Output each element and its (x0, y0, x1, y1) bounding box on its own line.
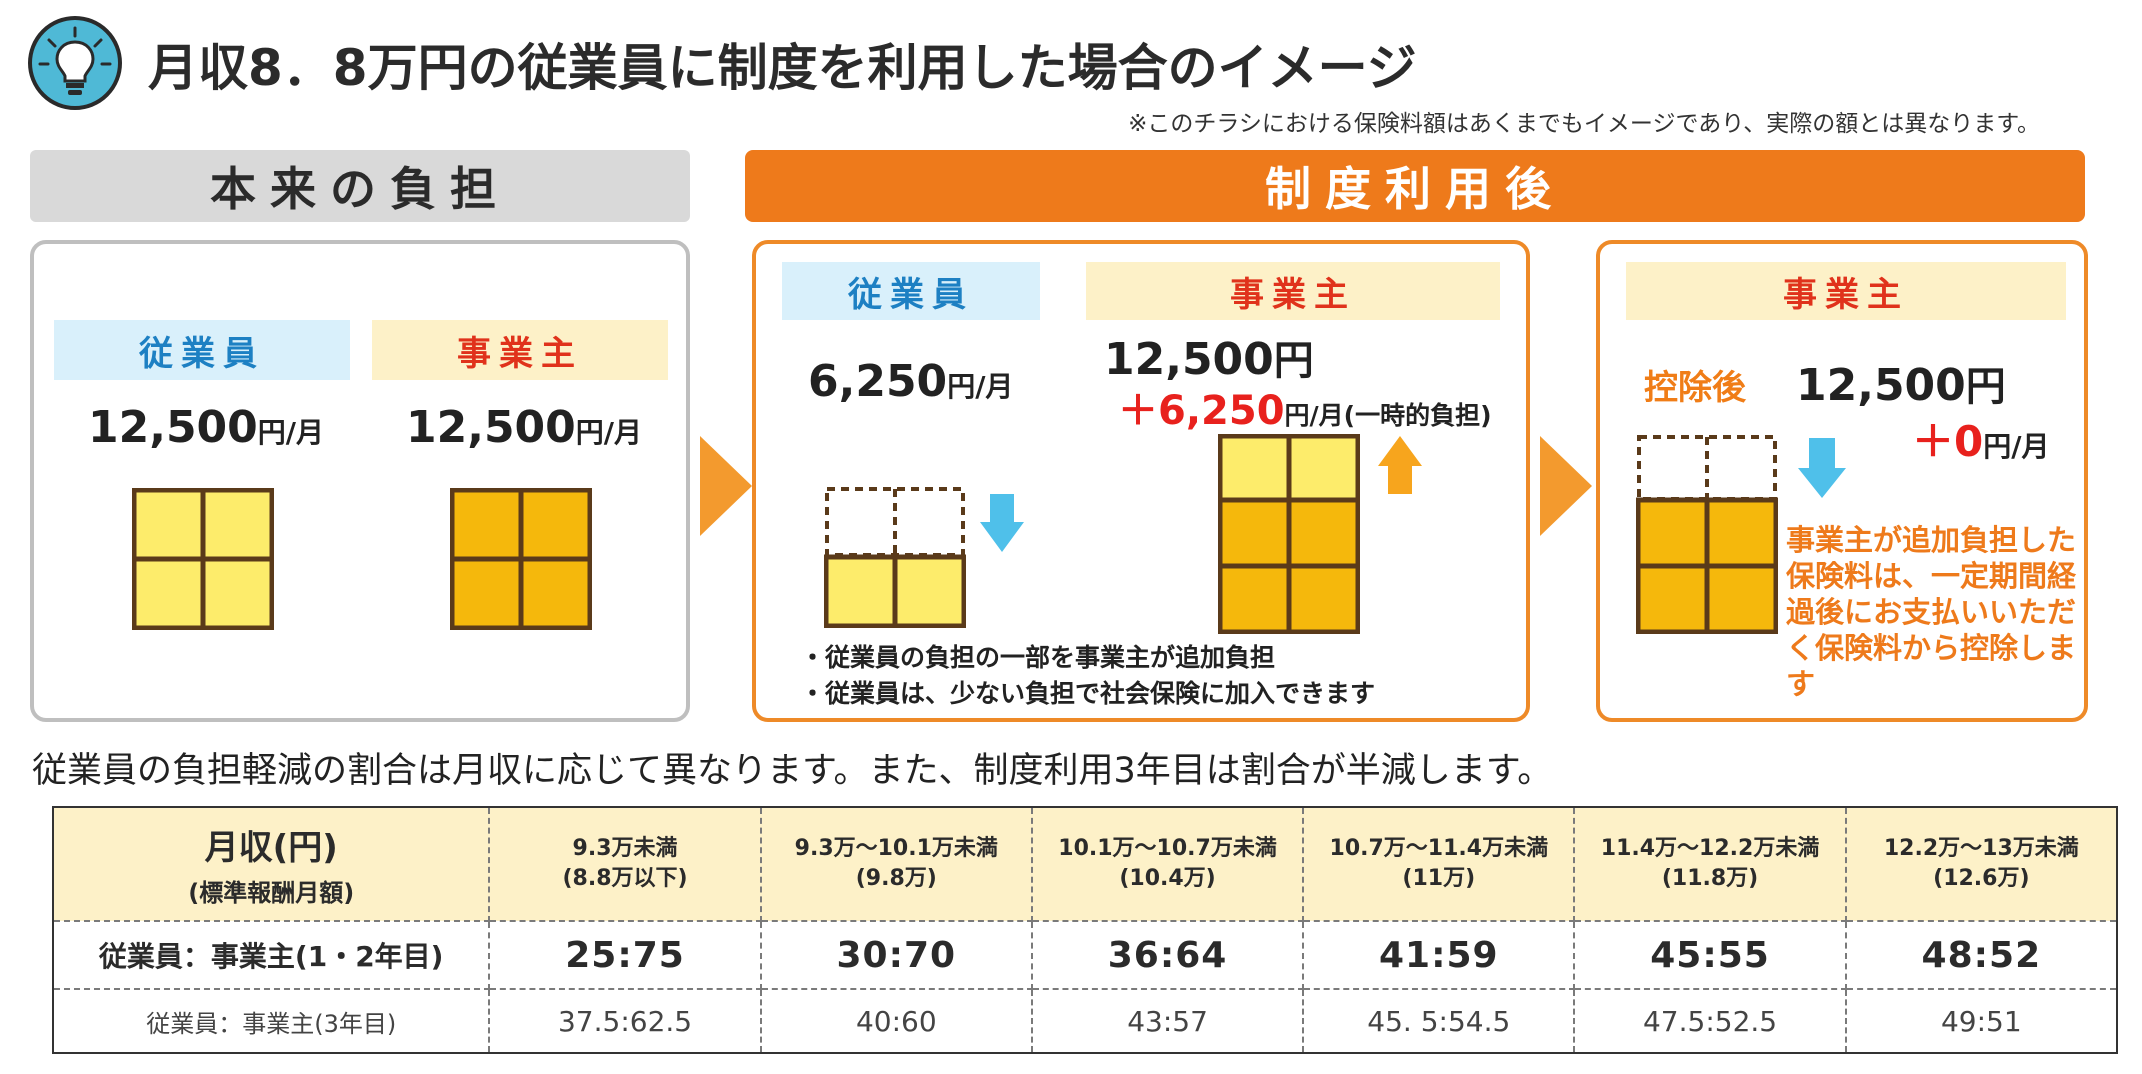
amount-unit: 円/月 (575, 416, 643, 449)
ratio-cell: 47.5:52.5 (1573, 988, 1847, 1054)
after-employee-label: 従業員 (782, 262, 1040, 320)
amount-unit: 円 (1273, 338, 1314, 384)
before-employee-burden-icon (132, 488, 274, 630)
amount-value: 12,500 (1104, 334, 1274, 385)
ratio-cell: 45. 5:54.5 (1302, 988, 1576, 1054)
ratio-cell: 37.5:62.5 (488, 988, 762, 1054)
before-employer-label: 事業主 (372, 320, 668, 380)
bullet-item: ・従業員は、少ない負担で社会保険に加入できます (800, 679, 1376, 708)
table-header-row: 月収(円) (標準報酬月額) 9.3万未満 (8.8万以下) 9.3万～10.1万… (51, 806, 2119, 922)
table-header-cell: 10.7万～11.4万未満 (11万) (1302, 806, 1576, 922)
header-sub-label: (標準報酬月額) (188, 879, 355, 907)
ratio-cell: 40:60 (759, 988, 1033, 1054)
standard-label: (10.4万) (1119, 866, 1216, 891)
row-label-year3: 従業員：事業主(3年目) (51, 988, 491, 1054)
standard-label: (11.8万) (1661, 866, 1759, 891)
table-header-cell: 9.3万未満 (8.8万以下) (488, 806, 762, 922)
arrow-right-icon (1540, 436, 1592, 536)
amount-unit: 円/月 (257, 416, 325, 449)
arrow-up-icon (1378, 436, 1422, 494)
amount-value: 12,500 (406, 402, 576, 453)
amount-unit: 円 (1965, 364, 2006, 410)
header-main-label: 月収(円) (204, 828, 338, 868)
amount-value: 12,500 (88, 402, 258, 453)
arrow-down-icon (980, 494, 1024, 552)
summary-text: 従業員の負担軽減の割合は月収に応じて異なります。また、制度利用3年目は割合が半減… (32, 751, 1553, 791)
table-header-cell: 12.2万～13万未満 (12.6万) (1844, 806, 2119, 922)
deduction-label: 控除後 (1644, 368, 1746, 408)
ratio-cell: 48:52 (1844, 920, 2119, 990)
additional-value: ＋0 (1912, 417, 1984, 466)
before-panel (30, 240, 690, 722)
table-header-cell: 9.3万～10.1万未満 (9.8万) (759, 806, 1033, 922)
before-employer-amount: 12,500円/月 (406, 402, 642, 453)
later-employer-additional: ＋0円/月 (1912, 408, 2049, 469)
page-title: 月収8．8万円の従業員に制度を利用した場合のイメージ (148, 39, 1417, 97)
range-label: 10.1万～10.7万未満 (1058, 836, 1277, 861)
after-bullet-list: ・従業員の負担の一部を事業主が追加負担 ・従業員は、少ない負担で社会保険に加入で… (800, 640, 1375, 712)
range-label: 10.7万～11.4万未満 (1329, 836, 1549, 861)
after-section-header: 制度利用後 (745, 150, 2085, 222)
range-label: 12.2万～13万未満 (1883, 836, 2079, 861)
arrow-right-icon (700, 436, 752, 536)
after-employer-burden-icon (1218, 434, 1360, 634)
before-employee-label: 従業員 (54, 320, 350, 380)
additional-unit: 円/月(一時的負担) (1284, 401, 1492, 430)
table-header-cell: 11.4万～12.2万未満 (11.8万) (1573, 806, 1847, 922)
range-label: 11.4万～12.2万未満 (1600, 836, 1820, 861)
before-section-header: 本来の負担 (30, 150, 690, 222)
later-employer-amount: 12,500円 (1796, 354, 2006, 412)
before-employee-amount: 12,500円/月 (88, 402, 324, 453)
table-header-income: 月収(円) (標準報酬月額) (51, 806, 491, 922)
lightbulb-icon (28, 16, 122, 110)
additional-value: ＋6,250 (1118, 388, 1285, 434)
table-row: 従業員：事業主(3年目) 37.5:62.5 40:60 43:57 45. 5… (51, 988, 2119, 1054)
later-employer-burden-icon (1636, 435, 1778, 634)
after-employer-amount: 12,500円 (1104, 328, 1314, 386)
after-employee-amount: 6,250円/月 (808, 356, 1013, 407)
standard-label: (11万) (1402, 866, 1476, 891)
deduction-note: 事業主が追加負担した保険料は、一定期間経過後にお支払いいただく保険料から控除しま… (1786, 523, 2077, 701)
after-employee-burden-icon (824, 487, 966, 628)
amount-unit: 円/月 (1983, 430, 2050, 463)
ratio-cell: 41:59 (1302, 920, 1576, 990)
standard-label: (12.6万) (1933, 866, 2030, 891)
row-label-year1-2: 従業員：事業主(1・2年目) (51, 920, 491, 990)
later-employer-label: 事業主 (1626, 262, 2066, 320)
standard-label: (8.8万以下) (562, 866, 688, 891)
range-label: 9.3万～10.1万未満 (794, 836, 998, 861)
ratio-cell: 36:64 (1030, 920, 1305, 990)
arrow-down-icon (1798, 438, 1846, 498)
after-employer-label: 事業主 (1086, 262, 1500, 320)
amount-unit: 円/月 (947, 370, 1014, 403)
table-header-cell: 10.1万～10.7万未満 (10.4万) (1030, 806, 1305, 922)
bullet-item: ・従業員の負担の一部を事業主が追加負担 (800, 643, 1276, 672)
disclaimer-note: ※このチラシにおける保険料額はあくまでもイメージであり、実際の額とは異なります。 (1128, 111, 2040, 137)
before-employer-burden-icon (450, 488, 592, 630)
after-employer-additional: ＋6,250円/月(一時的負担) (1118, 378, 1492, 436)
ratio-cell: 43:57 (1030, 988, 1305, 1054)
table-row: 従業員：事業主(1・2年目) 25:75 30:70 36:64 41:59 4… (51, 920, 2119, 990)
standard-label: (9.8万) (855, 866, 937, 891)
amount-value: 12,500 (1796, 360, 1966, 411)
burden-ratio-table: 月収(円) (標準報酬月額) 9.3万未満 (8.8万以下) 9.3万～10.1万… (51, 806, 2119, 1054)
ratio-cell: 30:70 (759, 920, 1033, 990)
ratio-cell: 49:51 (1844, 988, 2119, 1054)
range-label: 9.3万未満 (572, 836, 678, 861)
amount-value: 6,250 (808, 356, 948, 407)
ratio-cell: 45:55 (1573, 920, 1847, 990)
ratio-cell: 25:75 (488, 920, 762, 990)
